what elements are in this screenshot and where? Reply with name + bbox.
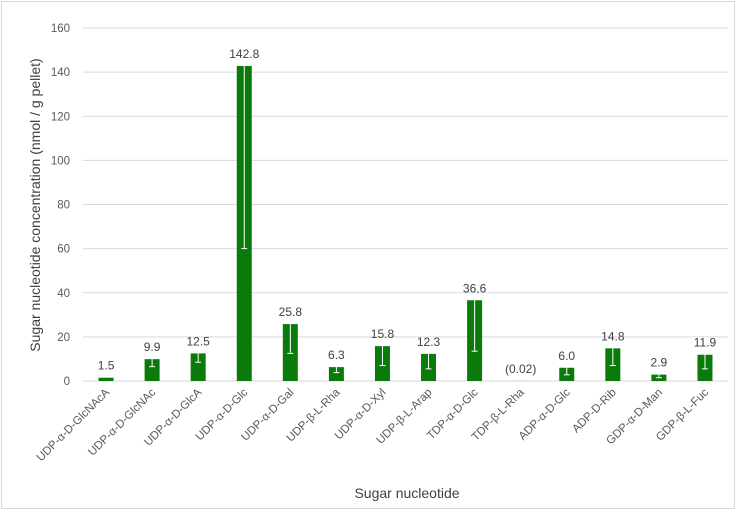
bar <box>98 377 114 381</box>
bars <box>98 65 713 381</box>
y-axis-tick-labels: 0 20 40 60 80 100 120 140 160 <box>51 23 70 388</box>
data-label: 1.5 <box>98 359 115 373</box>
y-tick-label: 80 <box>57 200 70 212</box>
x-axis-title: Sugar nucleotide <box>354 485 459 501</box>
data-label: 36.6 <box>463 281 487 295</box>
data-label: (0.02) <box>505 362 536 376</box>
data-label: 25.8 <box>279 305 303 319</box>
y-tick-label: 120 <box>51 111 70 123</box>
x-axis-tick-labels: UDP-α-D-GlcNAcAUDP-α-D-GlcNAcUDP-α-D-Glc… <box>35 386 711 464</box>
data-label: 6.0 <box>558 349 575 363</box>
data-label: 11.9 <box>694 336 717 350</box>
x-tick-label: ADP-D-Rib <box>570 387 619 436</box>
error-bars <box>149 65 708 379</box>
y-tick-label: 140 <box>51 67 70 79</box>
data-label: 14.8 <box>601 329 625 343</box>
bar <box>190 353 206 381</box>
data-label: 6.3 <box>328 348 345 362</box>
y-tick-label: 0 <box>64 376 70 388</box>
y-axis-title: Sugar nucleotide concentration (nmol / g… <box>27 58 43 351</box>
data-label: 12.3 <box>417 335 441 349</box>
y-tick-label: 100 <box>51 155 70 167</box>
bar <box>328 367 344 381</box>
data-label: 2.9 <box>651 356 668 370</box>
data-label: 9.9 <box>144 340 161 354</box>
y-tick-label: 160 <box>51 23 70 35</box>
data-label: 15.8 <box>371 327 395 341</box>
data-label: 142.8 <box>229 47 259 61</box>
y-tick-label: 60 <box>57 244 70 256</box>
data-label: 12.5 <box>186 334 210 348</box>
gridlines <box>83 27 728 382</box>
y-tick-label: 20 <box>57 332 70 344</box>
data-labels: 1.5 9.9 12.5 142.8 25.8 6.3 15.8 12.3 36.6 (0.02)… <box>98 47 717 376</box>
bar <box>144 359 160 381</box>
y-tick-label: 40 <box>57 288 70 300</box>
